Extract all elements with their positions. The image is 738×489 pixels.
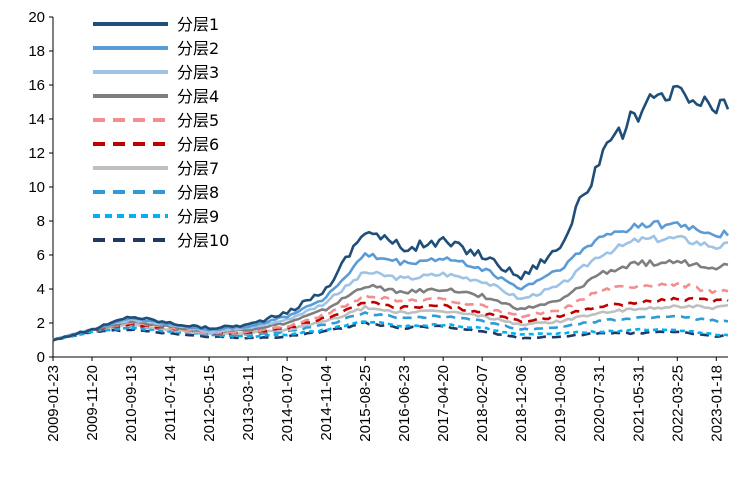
legend-label-5: 分层5 [177,111,219,130]
x-tick-label: 2022-03-25 [669,365,686,442]
x-tick-label: 2015-08-25 [357,365,374,442]
x-tick-label: 2014-11-04 [318,365,335,441]
x-tick-label: 2018-02-07 [474,365,491,442]
legend-label-6: 分层6 [177,135,219,154]
y-tick-label: 0 [37,349,45,366]
x-tick-label: 2021-05-31 [630,365,647,442]
legend-label-1: 分层1 [177,15,219,34]
x-tick-label: 2013-03-11 [240,365,257,441]
series-line-2 [52,219,730,342]
series-line-10 [52,320,729,342]
x-tick-label: 2019-10-08 [552,365,569,442]
x-tick-label: 2010-09-13 [123,365,140,442]
series-line-6 [52,296,729,342]
x-tick-label: 2020-07-31 [591,365,608,442]
legend-label-3: 分层3 [177,63,219,82]
x-tick-label: 2009-11-20 [84,365,101,441]
axes: 0 2 4 6 8 10 12 14 16 18 20 2009-01-23 2009-11-20 201… [28,9,728,442]
y-tick-label: 18 [28,43,45,60]
x-tick-label: 2011-07-14 [162,365,179,441]
y-tick-label: 2 [37,315,45,332]
legend-label-4: 分层4 [177,87,219,106]
series-line-8 [52,311,729,342]
x-tick-label: 2014-01-07 [279,365,296,442]
legend: 分层1 分层2 分层3 分层4 分层5 分层6 分层7 分层8 分层9 分层10 [93,15,229,250]
x-tick-label: 2023-01-18 [708,365,725,442]
series-line-1 [52,84,730,342]
x-tick-label: 2018-12-06 [513,365,530,442]
y-tick-label: 6 [37,247,45,264]
y-tick-label: 4 [37,281,45,298]
x-tick-label: 2016-06-23 [396,365,413,442]
y-tick-label: 12 [28,145,45,162]
legend-label-9: 分层9 [177,207,219,226]
series-line-5 [52,280,729,342]
y-tick-label: 20 [28,9,45,26]
y-tick-label: 16 [28,77,45,94]
y-tick-label: 8 [37,213,45,230]
x-tick-label: 2009-01-23 [45,365,62,442]
x-tick-label: 2017-04-20 [435,365,452,442]
series-line-9 [52,320,729,342]
y-tick-label: 10 [28,179,45,196]
y-tick-label: 14 [28,111,45,128]
legend-label-2: 分层2 [177,39,219,58]
legend-label-10: 分层10 [177,231,229,250]
series-lines [52,84,730,342]
series-line-7 [52,303,729,342]
legend-label-8: 分层8 [177,183,219,202]
legend-label-7: 分层7 [177,159,219,178]
x-tick-label: 2012-05-15 [201,365,218,442]
